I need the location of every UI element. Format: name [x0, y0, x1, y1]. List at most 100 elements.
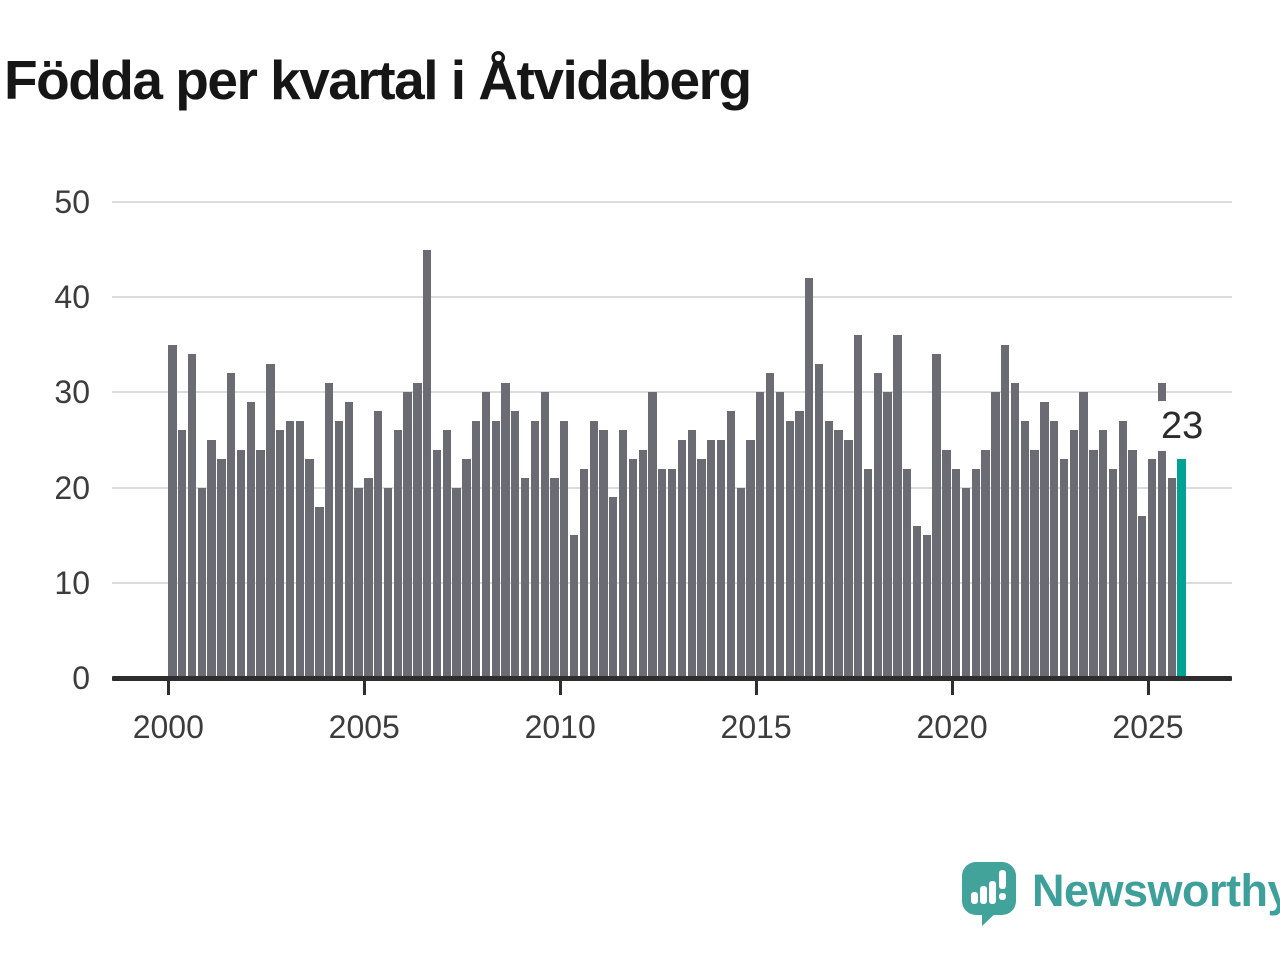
- bar: [883, 392, 892, 678]
- bar: [1099, 430, 1108, 678]
- bar: [511, 411, 520, 678]
- bar: [364, 478, 373, 678]
- bar: [344, 401, 353, 678]
- bar: [785, 420, 794, 678]
- bar: [1089, 449, 1098, 678]
- x-axis-label: 2020: [916, 709, 988, 745]
- bar: [256, 449, 265, 678]
- bar: [609, 497, 618, 678]
- y-axis-label: 50: [54, 184, 90, 220]
- bar: [285, 420, 295, 678]
- bar: [971, 468, 980, 678]
- y-axis-label: 0: [72, 660, 90, 696]
- bar: [295, 420, 304, 678]
- bar: [795, 411, 804, 678]
- bar: [315, 506, 324, 678]
- bar: [374, 411, 383, 678]
- bar: [569, 535, 579, 678]
- logo-exclamation-icon: [999, 870, 1006, 889]
- bar: [765, 373, 775, 678]
- logo-bar-icon: [971, 892, 978, 904]
- bar: [462, 459, 471, 678]
- bar: [1069, 430, 1078, 678]
- y-axis-label: 20: [54, 469, 90, 506]
- bar: [697, 459, 706, 678]
- x-axis-tick: [1146, 680, 1150, 695]
- bar: [658, 468, 667, 678]
- bar-highlighted: [1177, 459, 1186, 678]
- bar: [599, 430, 608, 678]
- bar: [305, 459, 314, 678]
- bar: [932, 354, 941, 678]
- bar: [1020, 420, 1029, 678]
- bar: [1050, 420, 1059, 678]
- bar: [824, 420, 833, 678]
- bar: [903, 468, 912, 678]
- bar: [1108, 468, 1118, 678]
- bar: [834, 430, 843, 678]
- y-axis-label: 40: [54, 279, 90, 316]
- bar: [432, 449, 442, 678]
- bar: [961, 487, 971, 678]
- bar: [246, 401, 255, 678]
- bar: [168, 344, 177, 678]
- x-axis-tick: [754, 680, 758, 695]
- bar: [854, 335, 863, 678]
- bar: [393, 430, 402, 678]
- bar: [667, 468, 677, 678]
- bar: [403, 392, 412, 678]
- y-axis-label: 30: [54, 374, 90, 411]
- newsworthy-speech-bubble-icon: [962, 862, 1016, 915]
- bar: [814, 363, 824, 678]
- bar: [276, 430, 285, 678]
- bar: [540, 392, 549, 678]
- bar: [1059, 459, 1069, 678]
- gridline: [112, 201, 1232, 203]
- bar: [579, 468, 589, 678]
- bar: [550, 478, 559, 678]
- bar: [756, 392, 765, 678]
- bar: [981, 449, 990, 678]
- bar: [1079, 392, 1088, 678]
- bar: [726, 411, 736, 678]
- bar: [217, 459, 226, 678]
- bar: [893, 335, 902, 678]
- x-axis-label: 2025: [1112, 709, 1184, 745]
- bar: [207, 440, 216, 678]
- x-axis-tick: [166, 680, 170, 695]
- bar: [1138, 516, 1147, 678]
- x-axis-label: 2000: [132, 709, 204, 745]
- x-axis-tick: [362, 680, 366, 695]
- bar: [197, 487, 206, 678]
- bar: [383, 487, 393, 678]
- bar: [677, 440, 687, 678]
- logo-exclamation-dot-icon: [999, 893, 1006, 900]
- x-axis-label: 2005: [328, 709, 400, 745]
- x-axis-label: 2015: [720, 709, 792, 745]
- x-axis-label: 2010: [524, 709, 596, 745]
- bar: [1157, 382, 1167, 678]
- bar: [1128, 449, 1137, 678]
- bar: [236, 449, 246, 678]
- gridline: [112, 391, 1232, 394]
- logo-bar-icon: [980, 886, 987, 904]
- bar: [687, 430, 696, 678]
- newsworthy-logo: Newsworthy: [962, 860, 1280, 930]
- bar: [530, 420, 540, 678]
- x-axis-tick: [950, 680, 954, 695]
- bar: [1001, 344, 1010, 678]
- chart-title: Födda per kvartal i Åtvidaberg: [4, 49, 752, 111]
- bar: [1118, 420, 1127, 678]
- logo-bubble-tail-icon: [982, 910, 999, 926]
- bar: [805, 278, 814, 678]
- bar: [227, 373, 236, 678]
- bar: [1148, 459, 1157, 678]
- bar: [628, 459, 638, 678]
- bar: [618, 430, 628, 678]
- bar: [413, 382, 422, 678]
- newsworthy-logo-text: Newsworthy: [1032, 865, 1280, 916]
- bar: [520, 478, 530, 678]
- latest-value-callout: 23: [1139, 401, 1204, 451]
- bar: [648, 392, 657, 678]
